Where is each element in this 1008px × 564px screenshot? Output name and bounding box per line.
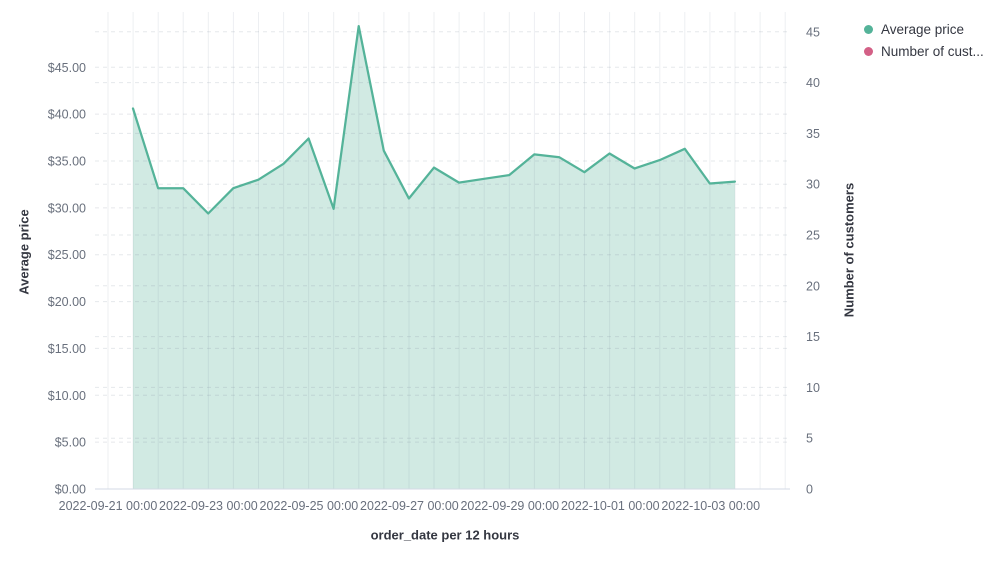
- right-axis-tick-label: 25: [806, 229, 820, 243]
- left-axis-tick-label: $40.00: [48, 108, 86, 122]
- left-axis-tick-label: $25.00: [48, 248, 86, 262]
- right-axis-tick-label: 20: [806, 279, 820, 293]
- x-axis-tick-label: 2022-09-23 00:00: [159, 499, 258, 513]
- right-axis-tick-label: 45: [806, 25, 820, 39]
- left-axis-tick-label: $45.00: [48, 61, 86, 75]
- right-axis-tick-label: 30: [806, 178, 820, 192]
- plot-area[interactable]: [95, 12, 790, 489]
- x-axis-tick-label: 2022-09-25 00:00: [260, 499, 359, 513]
- right-axis-tick-label: 0: [806, 483, 813, 497]
- right-axis-tick-label: 5: [806, 432, 813, 446]
- x-axis-tick-label: 2022-09-29 00:00: [460, 499, 559, 513]
- left-axis-title: Average price: [16, 209, 32, 295]
- average-price-area[interactable]: [133, 26, 735, 489]
- x-axis-title: order_date per 12 hours: [370, 527, 520, 543]
- legend: Average price Number of cust...: [864, 22, 984, 59]
- left-axis-tick-label: $35.00: [48, 155, 86, 169]
- left-axis-tick-label: $30.00: [48, 201, 86, 215]
- left-axis-tick-label: $0.00: [55, 483, 86, 497]
- left-axis-tick-label: $20.00: [48, 295, 86, 309]
- legend-dot-number-of-customers-icon: [864, 47, 873, 56]
- right-axis-tick-label: 10: [806, 381, 820, 395]
- average-price-line[interactable]: [131, 24, 737, 215]
- x-axis-tick-label: 2022-09-21 00:00: [59, 499, 158, 513]
- left-axis-tick-label: $15.00: [48, 342, 86, 356]
- x-axis-tick-label: 2022-09-27 00:00: [360, 499, 459, 513]
- legend-label-average-price: Average price: [881, 22, 965, 37]
- left-axis-tick-label: $10.00: [48, 389, 86, 403]
- legend-item-number-of-customers[interactable]: Number of cust...: [864, 44, 984, 59]
- right-axis-title: Number of customers: [841, 182, 857, 318]
- right-axis-tick-label: 40: [806, 76, 820, 90]
- x-axis-tick-label: 2022-10-01 00:00: [561, 499, 660, 513]
- right-axis-tick-label: 35: [806, 127, 820, 141]
- x-axis-tick-label: 2022-10-03 00:00: [661, 499, 760, 513]
- legend-label-number-of-customers: Number of cust...: [881, 44, 984, 59]
- left-axis-tick-label: $5.00: [55, 436, 86, 450]
- right-axis-tick-label: 15: [806, 330, 820, 344]
- legend-dot-average-price-icon: [864, 25, 873, 34]
- legend-item-average-price[interactable]: Average price: [864, 22, 984, 37]
